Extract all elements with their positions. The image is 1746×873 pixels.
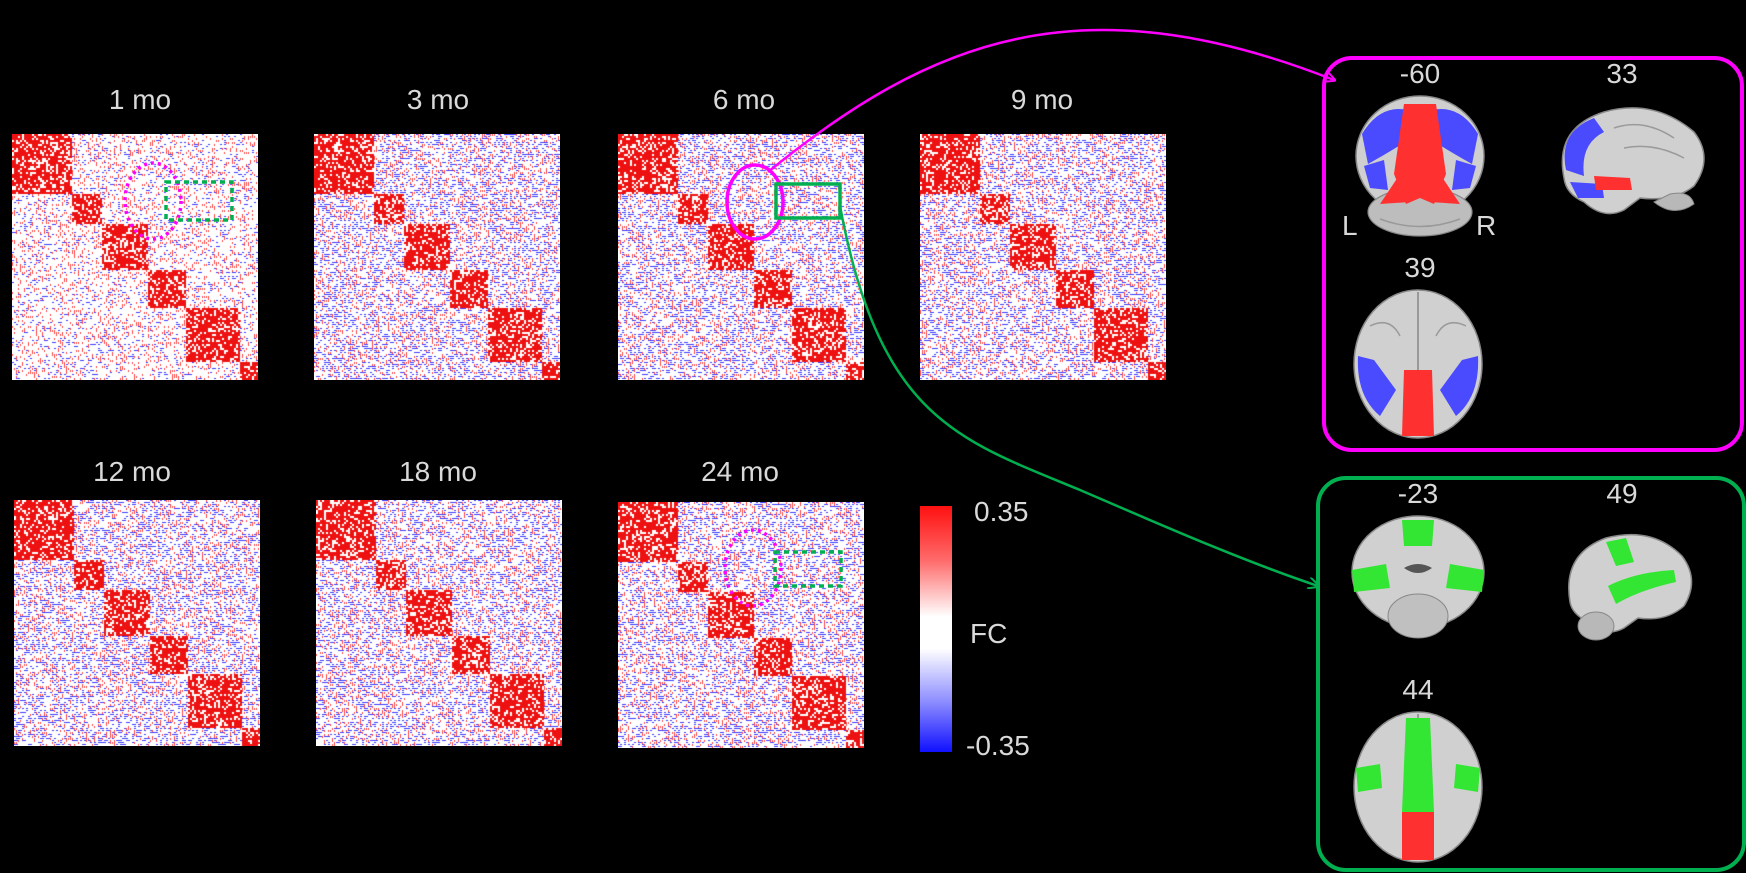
fc-matrix-1mo [12, 134, 258, 380]
fc-matrix-24mo [618, 502, 864, 748]
colorbar [920, 506, 952, 752]
magenta-arrow [767, 28, 1334, 173]
highlight-rect-24mo [773, 550, 843, 588]
left-hemisphere-label: L [1342, 210, 1358, 241]
label-1mo: 1 mo [108, 84, 172, 115]
fc-matrix-3mo [314, 134, 560, 380]
label-12mo: 12 mo [93, 456, 171, 487]
fc-matrix-6mo [618, 134, 864, 380]
magenta-axial-brain [1353, 289, 1483, 439]
highlight-rect-1mo [164, 180, 234, 222]
colorbar-max-label: 0.35 [974, 496, 1029, 527]
green-coronal-coord: -23 [1397, 478, 1439, 509]
green-sagittal-brain [1568, 533, 1693, 641]
label-6mo: 6 mo [712, 84, 776, 115]
right-hemisphere-label: R [1476, 210, 1497, 241]
colorbar-min-label: -0.35 [966, 730, 1030, 761]
green-axial-coord: 44 [1402, 674, 1434, 705]
magenta-coronal-coord: -60 [1399, 58, 1441, 89]
label-3mo: 3 mo [406, 84, 470, 115]
label-9mo: 9 mo [1010, 84, 1074, 115]
colorbar-mid-label: FC [970, 618, 1008, 649]
fc-matrix-18mo [316, 500, 562, 746]
highlight-rect-6mo [774, 182, 842, 220]
fc-matrix-9mo [920, 134, 1166, 380]
fc-matrix-12mo [14, 500, 260, 746]
magenta-sagittal-brain [1561, 107, 1705, 215]
green-coronal-brain [1351, 515, 1485, 639]
green-axial-brain [1353, 711, 1483, 863]
magenta-sagittal-coord: 33 [1606, 58, 1638, 89]
green-arrow [838, 205, 1318, 586]
highlight-ellipse-24mo [723, 528, 783, 608]
label-18mo: 18 mo [399, 456, 477, 487]
highlight-ellipse-1mo [123, 161, 183, 241]
highlight-ellipse-6mo [725, 163, 785, 241]
green-network-panel [1316, 476, 1746, 872]
magenta-coronal-brain [1355, 95, 1485, 237]
magenta-network-panel [1322, 56, 1744, 452]
magenta-axial-coord: 39 [1404, 252, 1436, 283]
label-24mo: 24 mo [701, 456, 779, 487]
green-sagittal-coord: 49 [1606, 478, 1638, 509]
